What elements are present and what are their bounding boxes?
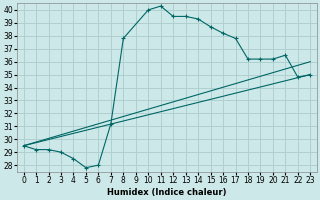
X-axis label: Humidex (Indice chaleur): Humidex (Indice chaleur) [107,188,227,197]
